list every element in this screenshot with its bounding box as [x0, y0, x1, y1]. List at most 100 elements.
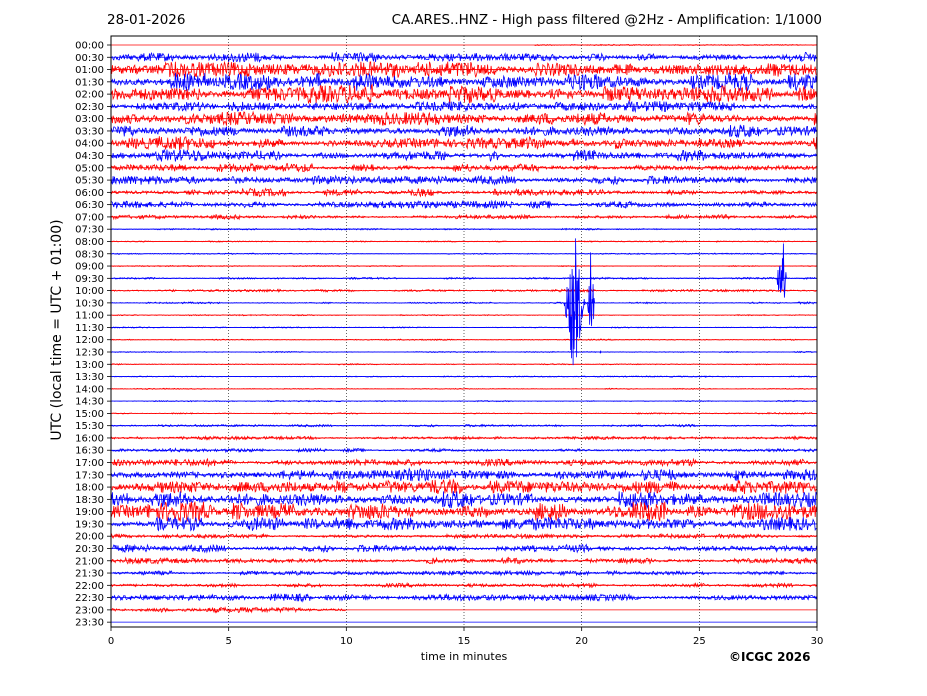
trace-0500: [110, 162, 817, 174]
trace-2200: [110, 581, 817, 589]
y-tick-label: 09:30: [75, 274, 104, 285]
x-tick-label: 30: [811, 636, 824, 647]
trace-0300: [110, 110, 817, 127]
trace-0930: [110, 276, 817, 281]
event-1230-20.8: [599, 350, 602, 354]
y-tick-label: 01:30: [75, 77, 104, 88]
y-tick-label: 21:30: [75, 569, 104, 580]
y-tick-label: 18:00: [75, 483, 104, 494]
y-tick-label: 22:00: [75, 581, 104, 592]
trace-0130: [110, 72, 817, 92]
x-tick-label: 5: [225, 636, 231, 647]
event-1030-20.4: [587, 252, 595, 327]
trace-1200: [110, 338, 817, 341]
trace-1230: [110, 350, 817, 354]
y-tick-label: 00:30: [75, 53, 104, 64]
y-tick-label: 19:30: [75, 519, 104, 530]
y-tick-label: 03:00: [75, 114, 104, 125]
y-tick-label: 16:00: [75, 433, 104, 444]
trace-1000: [110, 288, 817, 294]
y-tick-label: 06:00: [75, 188, 104, 199]
x-tick-label: 10: [340, 636, 353, 647]
trace-1130: [110, 325, 817, 329]
trace-1930: [110, 516, 817, 532]
y-tick-label: 23:00: [75, 605, 104, 616]
trace-2230: [110, 593, 817, 603]
y-tick-label: 00:00: [75, 41, 104, 52]
trace-1800: [110, 478, 817, 495]
trace-0700: [110, 213, 817, 221]
x-tick-label: 20: [575, 636, 588, 647]
trace-1430: [110, 399, 817, 403]
trace-2130: [110, 569, 817, 577]
trace-0430: [110, 148, 817, 163]
y-tick-label: 22:30: [75, 593, 104, 604]
y-tick-label: 03:30: [75, 126, 104, 137]
y-tick-label: 02:30: [75, 102, 104, 113]
y-tick-label: 05:30: [75, 176, 104, 187]
trace-1900: [110, 501, 817, 522]
x-tick-label: 25: [693, 636, 706, 647]
y-tick-label: 13:30: [75, 372, 104, 383]
seismic-events: [563, 238, 787, 366]
y-tick-label: 11:30: [75, 323, 104, 334]
y-tick-label: 23:30: [75, 618, 104, 629]
trace-0030: [110, 51, 817, 64]
y-tick-label: 14:00: [75, 384, 104, 395]
y-tick-label: 09:00: [75, 262, 104, 273]
trace-0330: [110, 124, 817, 138]
y-tick-label: 05:00: [75, 163, 104, 174]
y-tick-label: 07:00: [75, 212, 104, 223]
copyright-notice: ©ICGC 2026: [729, 650, 811, 664]
trace-0730: [110, 227, 817, 231]
trace-1330: [110, 375, 817, 378]
trace-2100: [110, 556, 817, 565]
x-tick-label: 15: [458, 636, 471, 647]
y-tick-label: 10:30: [75, 298, 104, 309]
trace-1030: [110, 301, 817, 305]
y-tick-label: 11:00: [75, 311, 104, 322]
y-tick-label: 18:30: [75, 495, 104, 506]
y-tick-label: 19:00: [75, 507, 104, 518]
y-tick-label: 04:30: [75, 151, 104, 162]
y-tick-label: 17:30: [75, 470, 104, 481]
y-tick-label: 21:00: [75, 556, 104, 567]
trace-0200: [110, 83, 817, 105]
trace-1830: [110, 491, 817, 510]
trace-0600: [110, 187, 817, 198]
trace-1600: [110, 434, 817, 441]
trace-1500: [110, 411, 817, 415]
y-tick-label: 15:00: [75, 409, 104, 420]
event-0930-28.5: [776, 243, 787, 298]
trace-0900: [110, 264, 817, 268]
plot-frame: [110, 35, 818, 628]
plot-date: 28-01-2026: [107, 12, 186, 28]
trace-0400: [110, 135, 817, 151]
trace-2300: [110, 606, 347, 614]
trace-1730: [110, 467, 817, 482]
x-tick-labels: 0 5 10 15 20 25 30: [108, 627, 824, 647]
y-axis-label: UTC (local time = UTC + 01:00): [49, 219, 65, 441]
trace-1700: [110, 457, 817, 468]
y-tick-label: 20:30: [75, 544, 104, 555]
trace-0630: [110, 199, 817, 210]
event-1030-19.7: [563, 238, 586, 366]
y-tick-label: 13:00: [75, 360, 104, 371]
y-tick-label: 07:30: [75, 225, 104, 236]
trace-1630: [110, 447, 817, 454]
y-tick-label: 10:00: [75, 286, 104, 297]
y-tick-label: 12:00: [75, 335, 104, 346]
y-tick-label: 01:00: [75, 65, 104, 76]
vertical-grid: [228, 36, 700, 627]
y-tick-label: 06:30: [75, 200, 104, 211]
plot-title: CA.ARES..HNZ - High pass filtered @2Hz -…: [391, 12, 822, 28]
trace-0000: [534, 43, 817, 47]
trace-2030: [110, 543, 817, 554]
y-tick-label: 14:30: [75, 397, 104, 408]
trace-0530: [110, 174, 817, 186]
trace-0830: [110, 252, 817, 255]
x-axis-label: time in minutes: [420, 650, 508, 663]
y-tick-label: 17:00: [75, 458, 104, 469]
